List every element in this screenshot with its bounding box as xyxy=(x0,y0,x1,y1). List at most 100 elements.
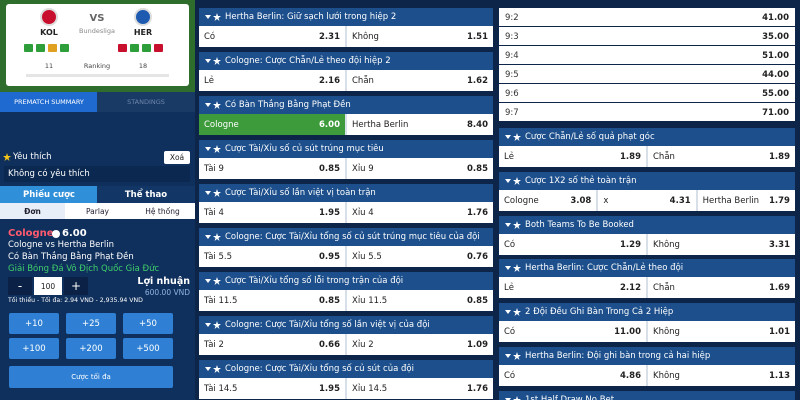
slip-mode[interactable]: Đơn xyxy=(0,203,65,219)
slip-tab[interactable]: Thể thao xyxy=(97,186,195,203)
bet-option[interactable]: Xỉu 14.5 1.76 xyxy=(347,378,493,399)
bet-option[interactable]: Tài 11.5 0.85 xyxy=(199,290,345,311)
star-icon[interactable] xyxy=(513,133,521,141)
vs: VS xyxy=(89,13,105,24)
form-bar xyxy=(118,44,127,52)
star-icon[interactable] xyxy=(213,101,221,109)
option-odds: 1.76 xyxy=(467,384,488,394)
star-icon[interactable] xyxy=(513,176,521,185)
bet-option[interactable]: Tài 4 1.95 xyxy=(199,202,345,223)
form-bar xyxy=(154,44,163,52)
score-row[interactable]: 9:2 41.00 xyxy=(499,8,795,26)
slip-tab[interactable]: Phiếu cược xyxy=(0,186,98,203)
option-odds: 0.95 xyxy=(319,252,340,262)
star-icon[interactable] xyxy=(513,220,521,229)
score-row[interactable]: 9:3 35.00 xyxy=(499,27,795,45)
bet-option[interactable]: Có 11.00 xyxy=(499,321,646,343)
bet-option[interactable]: Tài 14.5 1.95 xyxy=(199,378,345,399)
star-icon[interactable] xyxy=(3,153,11,161)
collapse-icon[interactable] xyxy=(505,310,511,315)
bet-option[interactable]: Tài 2 0.66 xyxy=(199,334,345,355)
bet-option[interactable]: Xỉu 5.5 0.76 xyxy=(347,246,493,267)
star-icon[interactable] xyxy=(213,189,221,197)
score-row[interactable]: 9:5 44.00 xyxy=(499,65,795,83)
option-odds: 3.31 xyxy=(769,239,790,250)
collapse-icon[interactable] xyxy=(505,397,511,400)
collapse-icon[interactable] xyxy=(205,367,211,371)
bet-option[interactable]: Có 4.86 xyxy=(499,365,646,386)
collapse-icon[interactable] xyxy=(205,103,211,107)
bet-option[interactable]: Hertha Berlin 1.79 xyxy=(697,189,795,211)
star-icon[interactable] xyxy=(213,321,221,329)
bet-option[interactable]: Tài 5.5 0.95 xyxy=(199,246,345,267)
bet-option[interactable]: Cologne 3.08 xyxy=(499,189,597,211)
score-row[interactable]: 9:6 55.00 xyxy=(499,84,795,102)
star-icon[interactable] xyxy=(213,365,221,373)
collapse-icon[interactable] xyxy=(205,59,211,63)
star-icon[interactable] xyxy=(513,352,521,360)
slip-mode[interactable]: Parlay xyxy=(65,203,130,219)
bet-option[interactable]: Chẵn 1.62 xyxy=(347,70,493,91)
quick-stake-button[interactable]: +500 xyxy=(123,338,173,359)
bet-option[interactable]: Không 3.31 xyxy=(648,233,795,255)
collapse-icon[interactable] xyxy=(205,279,211,283)
quick-stake-button[interactable]: +50 xyxy=(123,313,173,334)
star-icon[interactable] xyxy=(213,57,221,65)
bet-option[interactable]: Có 2.31 xyxy=(199,26,345,47)
score-odds: 51.00 xyxy=(762,51,789,61)
option-label: Chẵn xyxy=(653,283,675,294)
collapse-icon[interactable] xyxy=(505,266,511,271)
bet-option[interactable]: Không 1.51 xyxy=(347,26,493,47)
collapse-icon[interactable] xyxy=(205,235,211,239)
collapse-icon[interactable] xyxy=(505,354,511,358)
bet-option[interactable]: Có 1.29 xyxy=(499,233,646,255)
clear-button[interactable]: Xoá xyxy=(164,151,190,164)
collapse-icon[interactable] xyxy=(505,178,511,183)
star-icon[interactable] xyxy=(213,13,221,21)
bet-option[interactable]: Tài 9 0.85 xyxy=(199,158,345,179)
bet-option[interactable]: Cologne 6.00 xyxy=(199,114,345,135)
stake-minus[interactable]: - xyxy=(8,277,32,295)
bet-option[interactable]: Lẻ 2.12 xyxy=(499,277,646,299)
bet-option[interactable]: Chẵn 1.89 xyxy=(648,146,795,167)
bet-option[interactable]: Lẻ 1.89 xyxy=(499,146,646,167)
score-row[interactable]: 9:4 51.00 xyxy=(499,46,795,64)
quick-stake-button[interactable]: +25 xyxy=(66,313,116,334)
stake-plus[interactable]: + xyxy=(64,277,88,295)
option-label: Không xyxy=(352,32,379,42)
collapse-icon[interactable] xyxy=(205,15,211,19)
slip-mode[interactable]: Hệ thống xyxy=(130,203,195,219)
summary-tab[interactable]: PREMATCH SUMMARY xyxy=(0,92,98,112)
star-icon[interactable] xyxy=(213,233,221,241)
star-icon[interactable] xyxy=(513,264,521,273)
collapse-icon[interactable] xyxy=(505,135,511,139)
score-odds: 55.00 xyxy=(762,89,789,99)
star-icon[interactable] xyxy=(513,395,521,400)
quick-stake-button[interactable]: +200 xyxy=(66,338,116,359)
star-icon[interactable] xyxy=(213,277,221,285)
score-row[interactable]: 9:7 71.00 xyxy=(499,103,795,121)
collapse-icon[interactable] xyxy=(205,147,211,151)
bet-option[interactable]: Hertha Berlin 8.40 xyxy=(347,114,493,135)
star-icon[interactable] xyxy=(513,308,521,317)
bet-option[interactable]: x 4.31 xyxy=(598,189,696,211)
bet-option[interactable]: Xỉu 2 1.09 xyxy=(347,334,493,355)
market-row: Tài 9 0.85 Xỉu 9 0.85 xyxy=(199,158,493,179)
collapse-icon[interactable] xyxy=(205,323,211,327)
quick-stake-button[interactable]: +100 xyxy=(9,338,59,359)
collapse-icon[interactable] xyxy=(505,222,511,227)
bet-option[interactable]: Không 1.01 xyxy=(648,321,795,343)
bet-option[interactable]: Lẻ 2.16 xyxy=(199,70,345,91)
star-icon[interactable] xyxy=(213,145,221,153)
bet-option[interactable]: Không 1.13 xyxy=(648,365,795,386)
stake-input[interactable]: 100 xyxy=(34,277,62,295)
bet-option[interactable]: Chẵn 1.69 xyxy=(648,277,795,299)
market-title: Cược Tài/Xỉu số củ sút trúng mục tiêu xyxy=(225,144,384,154)
max-bet-button[interactable]: Cược tối đa xyxy=(9,366,173,388)
quick-stake-button[interactable]: +10 xyxy=(9,313,59,334)
summary-tab[interactable]: STANDINGS xyxy=(97,92,195,112)
bet-option[interactable]: Xỉu 4 1.76 xyxy=(347,202,493,223)
bet-option[interactable]: Xỉu 9 0.85 xyxy=(347,158,493,179)
collapse-icon[interactable] xyxy=(205,191,211,195)
bet-option[interactable]: Xỉu 11.5 0.85 xyxy=(347,290,493,311)
